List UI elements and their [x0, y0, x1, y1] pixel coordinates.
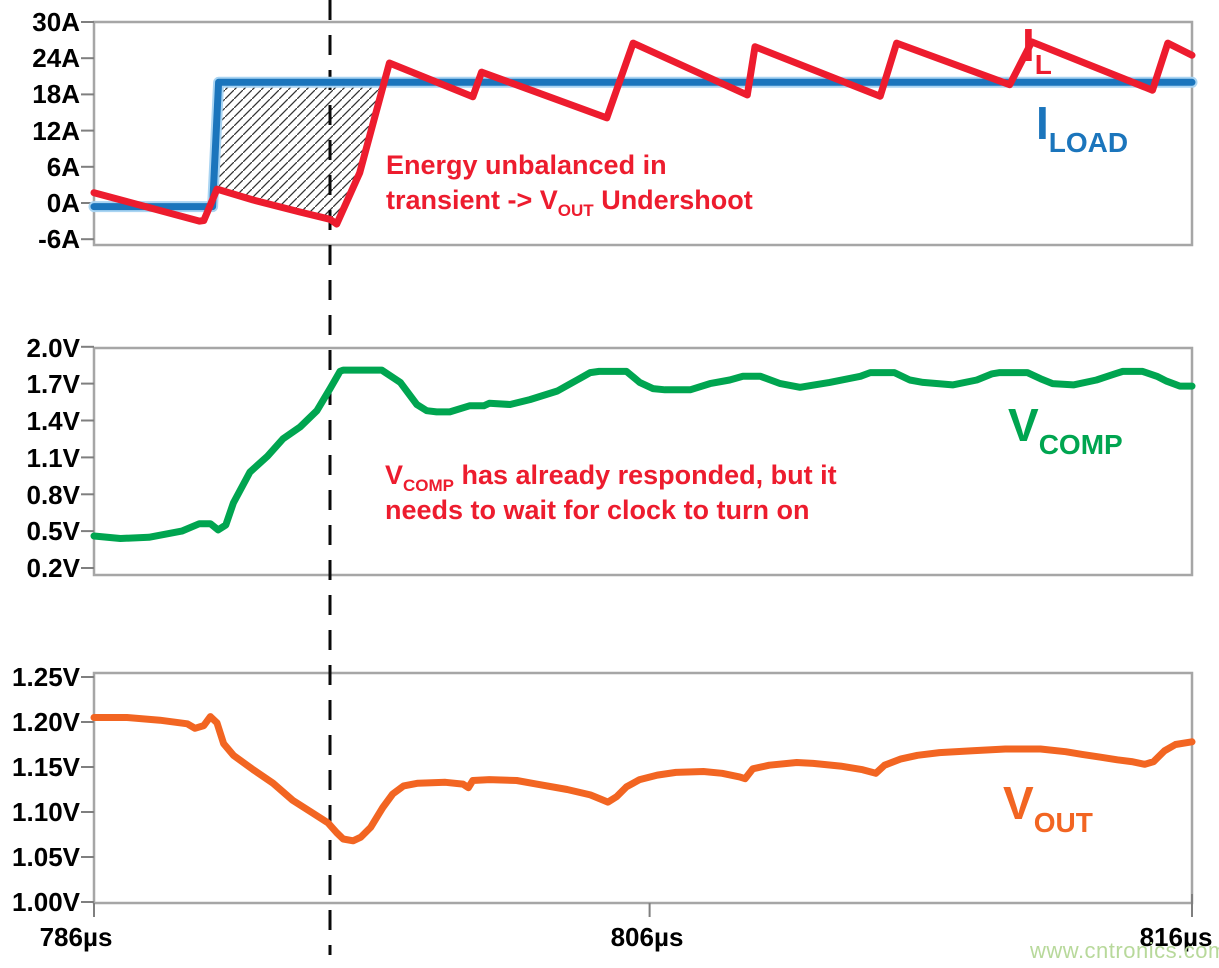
panel-frame-1	[92, 346, 1194, 577]
ytick-label: 0A	[46, 188, 80, 218]
ytick-label: 1.05V	[12, 842, 80, 872]
ytick-label: 1.10V	[12, 797, 80, 827]
vout-series-label: VOUT	[1003, 777, 1093, 837]
ytick-label: 1.25V	[12, 662, 80, 692]
vout-label-sub: OUT	[1033, 807, 1093, 838]
ytick-label: 0.2V	[26, 553, 81, 583]
panel-frame-0	[92, 20, 1194, 247]
vout-label-main: V	[1003, 777, 1034, 829]
energy-annotation-line2: transient -> VOUT Undershoot	[386, 184, 753, 220]
ytick-label: 1.20V	[12, 707, 80, 737]
il-series-label: IL	[1022, 19, 1052, 79]
watermark: www.cntronics.com	[1030, 938, 1219, 963]
ytick-label: 0.5V	[26, 516, 81, 546]
energy-annotation-line1: Energy unbalanced in	[386, 150, 667, 180]
energy-unbalanced-annotation: Energy unbalanced in transient -> VOUT U…	[386, 148, 753, 220]
ytick-label: 1.15V	[12, 752, 80, 782]
vcomp-annotation-line2: needs to wait for clock to turn on	[385, 494, 810, 525]
ytick-label: 12A	[32, 116, 80, 146]
il-trace	[90, 38, 1196, 228]
iload-label-main: I	[1036, 97, 1049, 149]
iload-label-sub: LOAD	[1048, 127, 1129, 158]
ytick-label: 1.1V	[26, 443, 81, 473]
ytick-label: 24A	[32, 43, 80, 73]
ytick-label: 2.0V	[26, 333, 81, 363]
ytick-label: 0.8V	[26, 480, 81, 510]
panel-frame-2	[92, 671, 1194, 905]
ytick-label: 1.7V	[26, 369, 81, 399]
ytick-label: -6A	[38, 224, 80, 254]
il-label-sub: L	[1034, 49, 1052, 80]
ytick-label: 1.00V	[12, 887, 80, 917]
energy-deficit-hatch-area	[217, 82, 385, 225]
vcomp-label-sub: COMP	[1038, 429, 1123, 460]
vout-trace	[90, 713, 1196, 845]
il-label-main: I	[1022, 19, 1035, 71]
xtick-label-786us: 786µs	[39, 922, 113, 952]
ytick-label: 30A	[32, 7, 80, 37]
vcomp-series-label: VCOMP	[1008, 399, 1123, 459]
xtick-label-816us: 816µs	[1139, 922, 1213, 952]
iload-series-label: ILOAD	[1036, 97, 1128, 157]
vcomp-trace	[90, 366, 1196, 542]
xtick-label-806us: 806µs	[610, 922, 684, 952]
vcomp-annotation-line1: VCOMP has already responded, but it	[385, 460, 837, 495]
ytick-label: 18A	[32, 79, 80, 109]
vcomp-wait-annotation: VCOMP has already responded, but it need…	[385, 458, 837, 527]
ytick-label: 6A	[46, 152, 80, 182]
vcomp-label-main: V	[1008, 399, 1039, 451]
ytick-label: 1.4V	[26, 406, 81, 436]
